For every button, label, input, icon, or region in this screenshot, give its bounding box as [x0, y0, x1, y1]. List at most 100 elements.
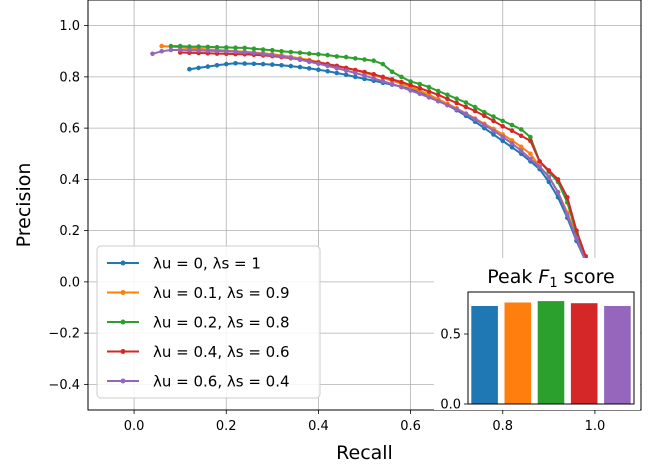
data-point [537, 159, 542, 164]
data-point [546, 174, 552, 180]
data-point [362, 76, 367, 82]
data-point [306, 51, 312, 56]
legend-box [96, 245, 321, 399]
data-point [500, 138, 506, 144]
data-point [297, 50, 303, 56]
data-point [343, 72, 349, 78]
x-tick-label: 0.2 [216, 419, 237, 434]
data-point [205, 48, 211, 53]
data-point [380, 78, 386, 84]
data-point [491, 128, 496, 133]
data-point [528, 138, 533, 144]
data-point [500, 124, 506, 129]
data-point [555, 177, 561, 182]
data-point [251, 46, 257, 51]
data-point [196, 44, 201, 49]
data-point [242, 50, 247, 55]
data-point [445, 102, 450, 108]
y-tick-label: 0.4 [59, 173, 80, 188]
x-tick-label: 1.0 [585, 419, 606, 434]
data-point [537, 164, 542, 169]
x-axis-title: Recall [336, 442, 393, 464]
data-point [288, 55, 294, 61]
inset-bar-chart: 0.0 0.5 Peak F1 score [434, 258, 640, 413]
data-point [371, 72, 377, 77]
inset-bar [471, 306, 498, 404]
data-point [288, 63, 294, 69]
data-point [260, 47, 266, 52]
data-point [408, 79, 413, 84]
y-tick-label: 1.0 [59, 19, 80, 34]
data-point [417, 85, 423, 91]
data-point [491, 118, 496, 124]
legend-marker [120, 378, 126, 384]
legend-marker [120, 349, 126, 354]
legend-marker [120, 290, 126, 295]
data-point [362, 69, 367, 75]
data-point [270, 47, 275, 53]
data-point [482, 109, 487, 115]
data-point [362, 57, 367, 62]
data-point [472, 104, 478, 110]
data-point [279, 49, 284, 54]
data-point [196, 48, 201, 53]
series-line [170, 45, 587, 260]
series-0 [187, 61, 588, 264]
data-point [316, 52, 321, 57]
y-tick-label: 0.6 [59, 122, 80, 137]
data-point [546, 179, 552, 185]
data-point [196, 65, 201, 71]
data-point [445, 92, 450, 98]
x-tick-label: 0.8 [492, 419, 513, 434]
y-tick-label: 0.8 [59, 70, 80, 85]
data-point [270, 52, 275, 58]
data-point [334, 70, 340, 76]
inset-title-subscript: 1 [549, 276, 557, 291]
axes-frame [87, 0, 642, 411]
data-point [214, 63, 220, 68]
data-point [214, 48, 220, 54]
data-point [224, 61, 229, 67]
data-point [389, 69, 395, 75]
data-point [334, 65, 340, 71]
data-point [435, 92, 441, 98]
data-point [168, 47, 174, 53]
legend-item: λu = 0.4, λs = 0.6 [107, 343, 290, 361]
data-point [389, 77, 395, 82]
data-point [159, 43, 164, 49]
inset-tick-label: 0.5 [440, 328, 461, 343]
data-point [426, 84, 432, 90]
data-point [205, 64, 211, 69]
data-point [417, 91, 423, 97]
data-point [177, 43, 183, 49]
legend-item: λu = 0.6, λs = 0.4 [107, 373, 290, 391]
data-point [528, 134, 533, 140]
inset-title-main: Peak [487, 266, 538, 288]
data-point [380, 74, 386, 80]
data-point [362, 73, 367, 78]
legend-label: λu = 0.2, λs = 0.8 [153, 314, 290, 332]
legend-item: λu = 0, λs = 1 [107, 255, 261, 273]
data-point [408, 82, 413, 88]
legend-label: λu = 0.4, λs = 0.6 [153, 343, 290, 361]
data-point [426, 95, 432, 100]
y-axis-title: Precision [13, 163, 35, 248]
data-point [260, 61, 266, 67]
data-point [454, 96, 460, 101]
data-point [482, 113, 487, 119]
data-point [463, 111, 469, 117]
legend-marker [120, 319, 126, 325]
data-point [555, 189, 561, 195]
legend-marker [120, 260, 126, 266]
data-point [399, 84, 404, 90]
data-point [242, 61, 247, 66]
y-tick-label: 0.2 [59, 224, 80, 239]
data-point [233, 49, 238, 55]
data-point [371, 76, 377, 81]
legend-label: λu = 0.1, λs = 0.9 [153, 284, 290, 302]
data-point [325, 68, 330, 74]
data-point [399, 74, 404, 80]
data-point [518, 133, 524, 139]
data-point [518, 127, 524, 132]
